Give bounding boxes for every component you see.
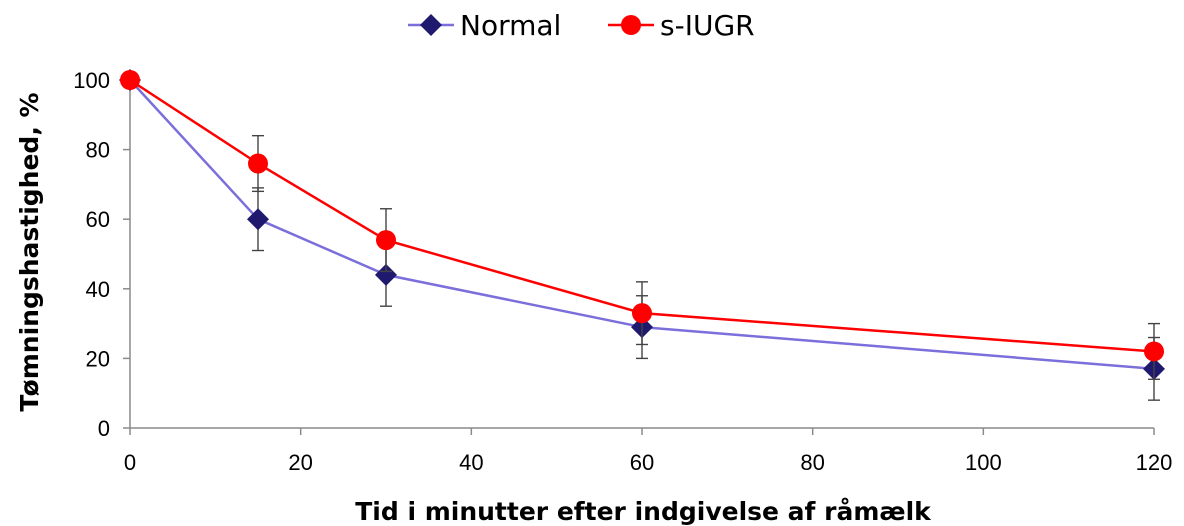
- y-tick-label: 0: [98, 416, 110, 441]
- y-tick-label: 40: [86, 277, 110, 302]
- legend-item: s-IUGR: [608, 9, 755, 42]
- legend-item: Normal: [408, 9, 561, 42]
- series-normal: [119, 69, 1165, 401]
- x-axis-title: Tid i minutter efter indgivelse af råmæl…: [355, 497, 932, 526]
- data-point: [248, 153, 268, 174]
- y-tick-label: 100: [73, 68, 110, 93]
- legend-marker: [420, 14, 442, 36]
- legend: Normal s-IUGR: [408, 9, 755, 42]
- data-point: [375, 263, 397, 286]
- x-tick-label: 120: [1136, 450, 1173, 475]
- y-axis-title: Tømningshastighed, %: [15, 92, 44, 411]
- plot-area: [119, 69, 1165, 401]
- x-tick-label: 80: [800, 450, 824, 475]
- legend-marker: [621, 15, 641, 35]
- x-tick-label: 100: [965, 450, 1002, 475]
- x-tick-label: 40: [459, 450, 483, 475]
- x-tick-label: 20: [288, 450, 312, 475]
- series-s-iugr: [120, 70, 1164, 380]
- x-tick-label: 0: [124, 450, 136, 475]
- x-axis: 0 20 40 60 80 100 120: [124, 427, 1173, 475]
- y-tick-label: 60: [86, 207, 110, 232]
- data-point: [632, 303, 652, 324]
- y-tick-label: 20: [86, 346, 110, 371]
- y-tick-label: 80: [86, 138, 110, 163]
- data-point: [247, 208, 269, 231]
- legend-label: s-IUGR: [660, 9, 755, 42]
- legend-label: Normal: [460, 9, 561, 42]
- x-tick-label: 60: [630, 450, 654, 475]
- data-point: [376, 230, 396, 251]
- data-point: [120, 70, 140, 90]
- data-point: [1144, 341, 1164, 362]
- y-axis: 0 20 40 60 80 100: [73, 68, 131, 441]
